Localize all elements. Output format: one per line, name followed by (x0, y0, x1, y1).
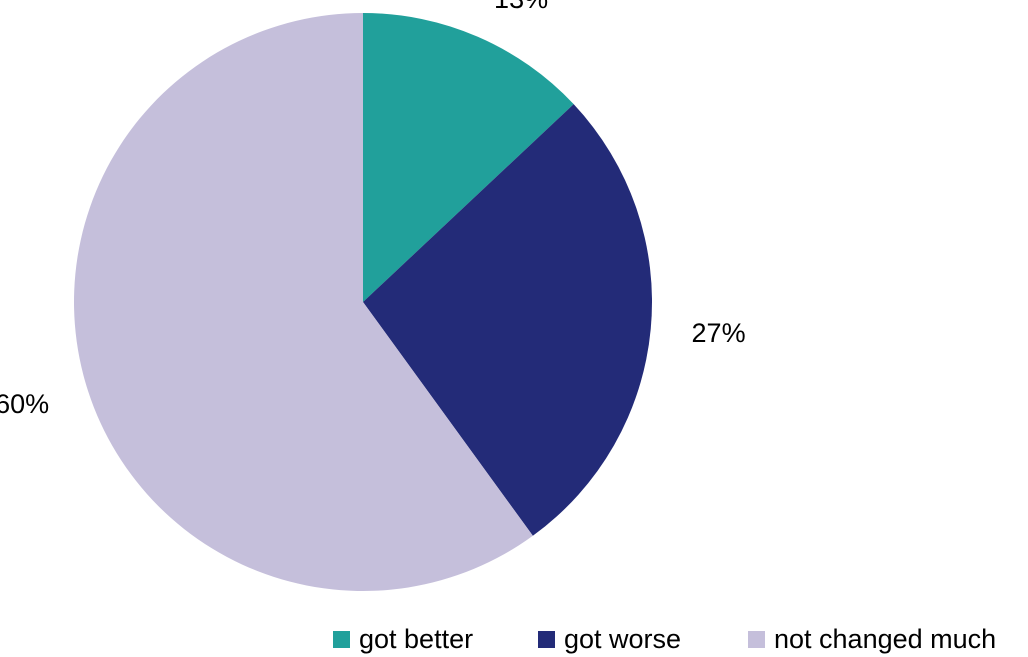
legend-swatch-got-worse (538, 630, 555, 648)
data-label-got-better: 13% (494, 0, 548, 14)
legend-item-got-worse: got worse (538, 621, 681, 657)
data-label-not-changed-much: 60% (0, 389, 49, 419)
pie-slices (74, 13, 652, 591)
legend-swatch-not-changed-much (748, 630, 765, 648)
slice-not-changed-much (74, 13, 533, 591)
legend-label-not-changed-much: not changed much (774, 624, 997, 654)
data-label-got-worse: 27% (692, 318, 746, 348)
legend-label-got-worse: got worse (564, 624, 682, 654)
legend-item-not-changed-much: not changed much (748, 621, 996, 657)
slice-got-worse (363, 104, 652, 536)
legend-item-got-better: got better (333, 621, 473, 657)
pie-chart: 13% 27% 60% (0, 0, 746, 591)
slice-got-better (363, 13, 574, 302)
legend-swatch-got-better (333, 630, 350, 648)
legend-label-got-better: got better (359, 624, 474, 654)
pie-labels: 13% 27% 60% (0, 0, 746, 419)
